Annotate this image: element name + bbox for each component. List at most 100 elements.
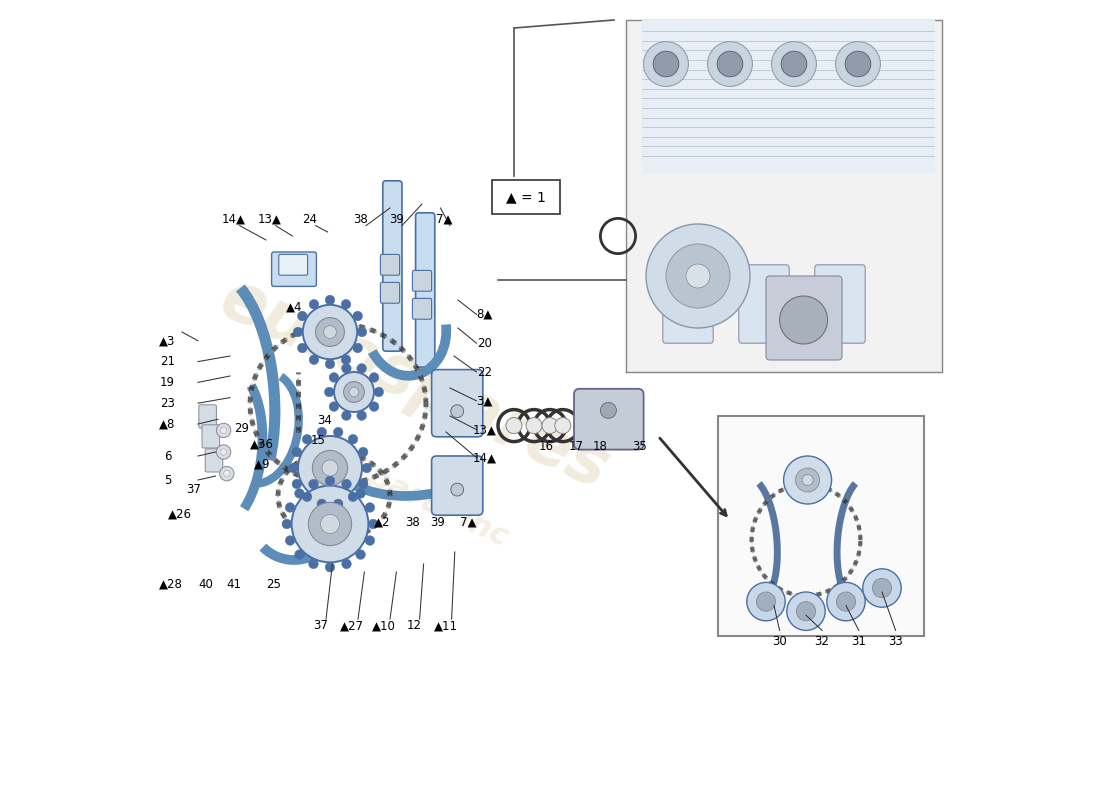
Circle shape	[451, 483, 463, 496]
Text: 19: 19	[161, 376, 175, 389]
FancyBboxPatch shape	[416, 213, 434, 367]
FancyBboxPatch shape	[412, 270, 431, 291]
Circle shape	[320, 514, 340, 534]
Circle shape	[220, 449, 227, 455]
Circle shape	[343, 382, 364, 402]
FancyBboxPatch shape	[412, 298, 431, 319]
Text: 17: 17	[569, 440, 584, 453]
Circle shape	[356, 364, 366, 374]
Circle shape	[796, 602, 815, 621]
Text: 7▲: 7▲	[436, 213, 453, 226]
Polygon shape	[642, 20, 934, 172]
Text: ▲26: ▲26	[168, 507, 192, 520]
FancyBboxPatch shape	[383, 181, 402, 351]
Text: 14▲: 14▲	[222, 213, 246, 226]
Circle shape	[342, 559, 351, 569]
Circle shape	[309, 355, 319, 365]
Circle shape	[836, 42, 880, 86]
Circle shape	[845, 51, 871, 77]
FancyBboxPatch shape	[815, 265, 866, 343]
Text: ▲3: ▲3	[160, 334, 176, 347]
Circle shape	[333, 499, 343, 509]
Circle shape	[783, 456, 832, 504]
Text: 20: 20	[477, 337, 492, 350]
Circle shape	[356, 410, 366, 420]
Circle shape	[362, 463, 372, 473]
Circle shape	[329, 373, 339, 382]
Circle shape	[288, 463, 298, 473]
FancyBboxPatch shape	[574, 389, 644, 450]
Circle shape	[326, 562, 334, 572]
Circle shape	[297, 343, 307, 353]
Circle shape	[358, 327, 366, 337]
Text: ▲ = 1: ▲ = 1	[506, 190, 546, 204]
Circle shape	[506, 418, 522, 434]
Circle shape	[786, 592, 825, 630]
Circle shape	[309, 299, 319, 309]
Polygon shape	[626, 20, 942, 372]
Circle shape	[333, 427, 343, 437]
Circle shape	[757, 592, 776, 611]
Text: 7▲: 7▲	[460, 516, 476, 529]
Text: 41: 41	[227, 578, 242, 590]
Circle shape	[217, 423, 231, 438]
Circle shape	[341, 355, 351, 365]
Circle shape	[297, 311, 307, 321]
Text: ▲2: ▲2	[374, 516, 390, 529]
Circle shape	[322, 460, 338, 476]
Circle shape	[316, 318, 344, 346]
FancyBboxPatch shape	[206, 449, 223, 472]
Circle shape	[554, 418, 571, 434]
Circle shape	[292, 447, 301, 457]
Circle shape	[862, 569, 901, 607]
Circle shape	[326, 359, 334, 369]
Text: ▲8: ▲8	[160, 418, 176, 430]
Circle shape	[781, 51, 806, 77]
Circle shape	[334, 372, 374, 412]
Circle shape	[341, 410, 351, 420]
Circle shape	[292, 479, 301, 489]
FancyBboxPatch shape	[278, 254, 308, 275]
Text: 14▲: 14▲	[472, 451, 496, 464]
FancyBboxPatch shape	[493, 180, 560, 214]
FancyBboxPatch shape	[431, 370, 483, 437]
Circle shape	[312, 450, 348, 486]
Circle shape	[341, 299, 351, 309]
Circle shape	[666, 244, 730, 308]
Circle shape	[323, 326, 337, 338]
Circle shape	[836, 592, 856, 611]
Text: 29: 29	[234, 422, 250, 434]
Circle shape	[329, 402, 339, 411]
Circle shape	[451, 405, 463, 418]
FancyBboxPatch shape	[431, 456, 483, 515]
Text: 5: 5	[164, 474, 172, 486]
Circle shape	[295, 489, 305, 498]
Text: 32: 32	[815, 635, 829, 648]
Circle shape	[309, 479, 318, 489]
Circle shape	[365, 502, 375, 512]
Text: ▲9: ▲9	[254, 458, 271, 470]
Circle shape	[292, 486, 368, 562]
Circle shape	[365, 536, 375, 546]
Circle shape	[359, 447, 369, 457]
Text: 33: 33	[888, 635, 903, 648]
Circle shape	[872, 578, 892, 598]
Text: 37: 37	[187, 483, 201, 496]
Text: 35: 35	[632, 440, 647, 453]
Circle shape	[326, 295, 334, 305]
Circle shape	[302, 492, 312, 502]
Circle shape	[324, 387, 334, 397]
Text: 23: 23	[161, 397, 175, 410]
Circle shape	[526, 418, 542, 434]
Circle shape	[326, 476, 334, 486]
Circle shape	[707, 42, 752, 86]
Text: 40: 40	[199, 578, 213, 590]
Circle shape	[302, 434, 312, 444]
FancyBboxPatch shape	[381, 254, 399, 275]
Text: 31: 31	[851, 635, 866, 648]
Circle shape	[295, 550, 305, 559]
Circle shape	[370, 373, 378, 382]
Text: 18: 18	[593, 440, 608, 453]
Text: 3▲: 3▲	[476, 394, 493, 407]
Circle shape	[717, 51, 743, 77]
